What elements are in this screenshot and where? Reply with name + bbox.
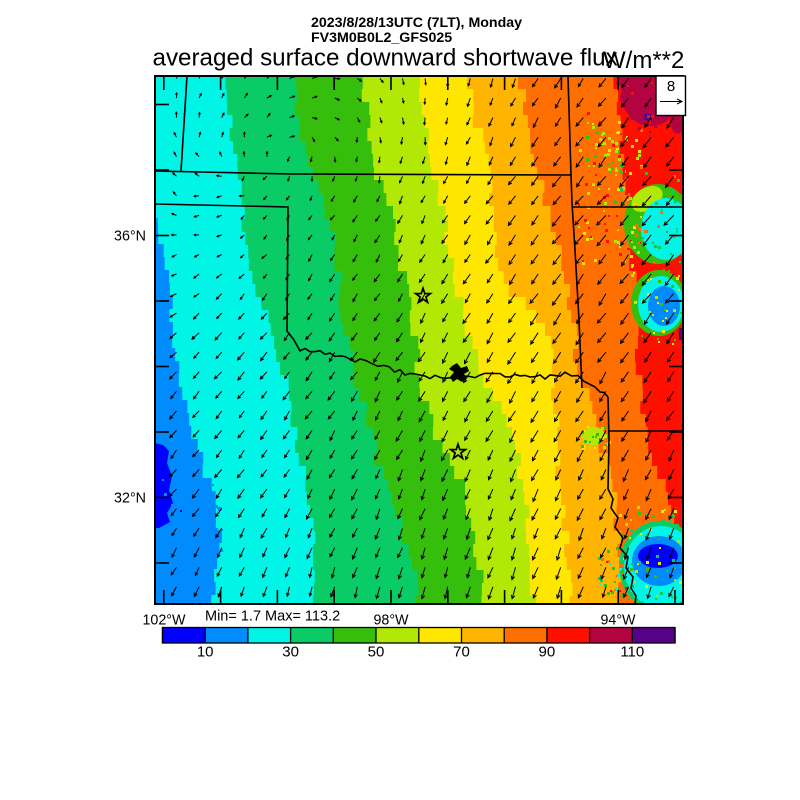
svg-text:Min= 1.7 Max= 113.2: Min= 1.7 Max= 113.2 (205, 609, 340, 625)
svg-text:FV3M0B0L2_GFS025: FV3M0B0L2_GFS025 (311, 30, 452, 46)
svg-text:2023/8/28/13UTC (7LT), Monday: 2023/8/28/13UTC (7LT), Monday (311, 15, 522, 31)
svg-text:8: 8 (667, 78, 675, 95)
svg-text:90: 90 (539, 644, 556, 661)
svg-text:32°N: 32°N (114, 491, 146, 507)
svg-text:70: 70 (453, 644, 470, 661)
svg-text:30: 30 (282, 644, 299, 661)
svg-text:98°W: 98°W (373, 613, 409, 629)
svg-text:94°W: 94°W (600, 613, 636, 629)
svg-text:110: 110 (620, 644, 644, 661)
svg-text:averaged surface downward shor: averaged surface downward shortwave flux (153, 45, 618, 72)
svg-text:W/m**2: W/m**2 (603, 47, 684, 74)
svg-text:10: 10 (197, 644, 214, 661)
svg-text:50: 50 (368, 644, 385, 661)
svg-text:36°N: 36°N (114, 229, 146, 245)
svg-text:102°W: 102°W (142, 613, 186, 629)
